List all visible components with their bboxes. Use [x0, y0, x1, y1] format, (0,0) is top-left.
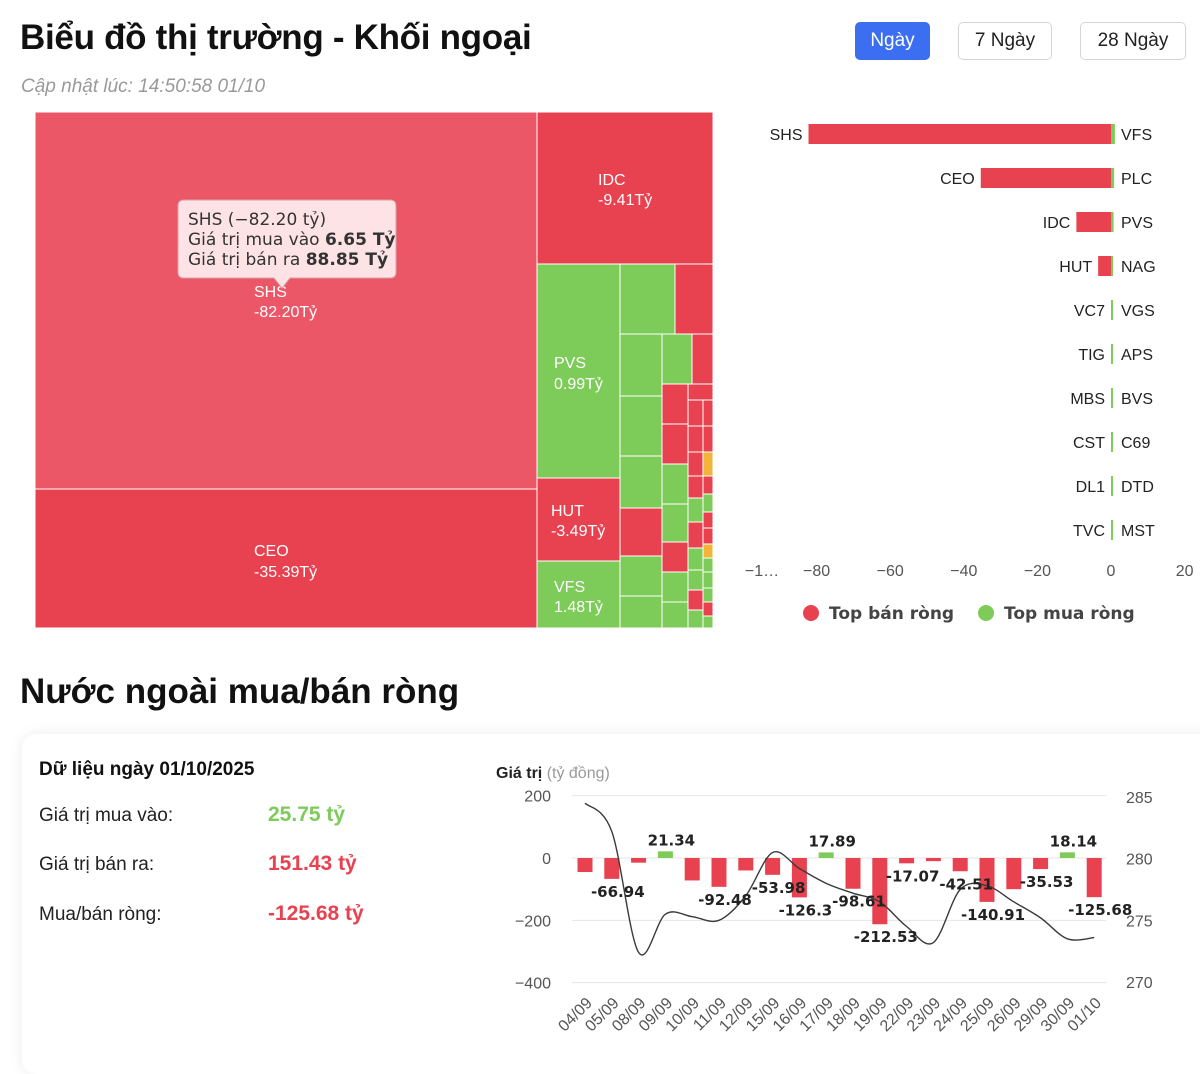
treemap-label-pvs-value: 0.99Tỷ — [554, 376, 603, 393]
top-sell-label: DL1 — [1076, 479, 1105, 496]
net-card-title: Dữ liệu ngày 01/10/2025 — [39, 759, 255, 780]
treemap-tile-small[interactable] — [661, 503, 689, 543]
top-buy-label: DTD — [1121, 479, 1154, 496]
treemap-label-idc-value: -9.41Tỷ — [598, 192, 652, 209]
tooltip-line-3: Giá trị bán ra 88.85 Tỷ — [188, 250, 388, 270]
top-x-tick: −60 — [877, 563, 904, 580]
top-buy-label: VGS — [1121, 303, 1155, 320]
treemap-label-vfs-value: 1.48Tỷ — [554, 599, 603, 616]
top-x-tick: 0 — [1107, 563, 1116, 580]
treemap-tile-small[interactable] — [661, 423, 689, 465]
top-sell-label: VC7 — [1074, 303, 1105, 320]
top-buy-label: BVS — [1121, 391, 1153, 408]
top-buy-bar[interactable] — [1111, 124, 1115, 144]
range-day-button[interactable]: Ngày — [855, 22, 930, 60]
top-x-tick: −1… — [745, 563, 779, 580]
tooltip-line-1: SHS (−82.20 tỷ) — [188, 210, 326, 230]
treemap-chart: SHS -82.20Tỷ CEO -35.39Tỷ IDC -9.41Tỷ PV… — [34, 111, 714, 629]
treemap-label-vfs-ticker: VFS — [554, 579, 585, 596]
tooltip-line-2: Giá trị mua vào 6.65 Tỷ — [188, 230, 396, 250]
treemap-tile-hut[interactable] — [536, 477, 621, 562]
top-buy-bar[interactable] — [1111, 256, 1114, 276]
top-buy-bar[interactable] — [1111, 432, 1113, 452]
stat-buy-label: Giá trị mua vào: — [39, 805, 174, 826]
treemap-label-hut-ticker: HUT — [551, 503, 584, 520]
stat-sell-value: 151.43 tỷ — [268, 852, 357, 875]
top-sell-bar[interactable] — [980, 168, 1111, 188]
top-sell-label: MBS — [1070, 391, 1105, 408]
treemap-label-ceo-value: -35.39Tỷ — [254, 564, 317, 581]
top-net-chart: SHS VFS CEO PLC IDC PVS HUT NAG VC7 VGS TIG APS MBS B… — [745, 124, 1194, 624]
top-chart-legend: Top bán ròng Top mua ròng — [803, 604, 1135, 624]
top-x-tick: −40 — [950, 563, 977, 580]
top-buy-label: C69 — [1121, 435, 1150, 452]
top-sell-label: HUT — [1059, 259, 1092, 276]
top-buy-label: MST — [1121, 523, 1155, 540]
treemap-tile-ceo[interactable] — [34, 488, 538, 629]
treemap-tile-pvs[interactable] — [536, 263, 621, 479]
top-buy-label: NAG — [1121, 259, 1156, 276]
top-buy-bar[interactable] — [1111, 168, 1115, 188]
top-x-tick: −20 — [1024, 563, 1051, 580]
top-sell-label: TIG — [1078, 347, 1105, 364]
top-sell-label: CEO — [940, 171, 975, 188]
treemap-label-shs-value: -82.20Tỷ — [254, 304, 317, 321]
top-buy-bar[interactable] — [1111, 476, 1113, 496]
top-sell-bar[interactable] — [1098, 256, 1111, 276]
top-buy-bar[interactable] — [1111, 344, 1113, 364]
page-title: Biểu đồ thị trường - Khối ngoại — [20, 18, 532, 57]
treemap-tile-idc[interactable] — [536, 111, 714, 265]
updated-timestamp: Cập nhật lúc: 14:50:58 01/10 — [21, 76, 266, 97]
legend-sell-marker[interactable] — [803, 605, 819, 621]
top-sell-bar[interactable] — [808, 124, 1111, 144]
top-buy-label: VFS — [1121, 127, 1152, 144]
top-buy-bar[interactable] — [1111, 300, 1113, 320]
net-section-title: Nước ngoài mua/bán ròng — [20, 672, 460, 711]
treemap-tile-small[interactable] — [674, 263, 714, 335]
legend-buy-label[interactable]: Top mua ròng — [1004, 604, 1135, 624]
treemap-tile-small[interactable] — [619, 595, 663, 629]
treemap-label-hut-value: -3.49Tỷ — [551, 523, 605, 540]
top-sell-bar[interactable] — [1076, 212, 1111, 232]
top-buy-bar[interactable] — [1111, 212, 1114, 232]
treemap-label-ceo-ticker: CEO — [254, 543, 289, 560]
stat-sell-label: Giá trị bán ra: — [39, 854, 155, 875]
treemap-tile-small[interactable] — [619, 395, 663, 457]
treemap-label-idc-ticker: IDC — [598, 172, 626, 189]
stat-buy-value: 25.75 tỷ — [268, 803, 346, 826]
treemap-tile-vfs[interactable] — [536, 560, 621, 629]
treemap-tile-small[interactable] — [619, 507, 663, 557]
treemap-tile-small[interactable] — [619, 263, 676, 335]
net-data-card — [22, 734, 1200, 1074]
treemap-tile-small[interactable] — [702, 615, 714, 629]
treemap-tile-small[interactable] — [661, 463, 689, 505]
top-buy-label: PLC — [1121, 171, 1152, 188]
top-buy-bar[interactable] — [1111, 520, 1113, 540]
treemap-tile-small[interactable] — [661, 541, 689, 573]
treemap-tile-small[interactable] — [661, 383, 689, 425]
treemap-label-pvs-ticker: PVS — [554, 355, 586, 372]
stat-net-value: -125.68 tỷ — [268, 902, 364, 925]
stat-net-label: Mua/bán ròng: — [39, 904, 162, 925]
range-7day-button[interactable]: 7 Ngày — [958, 22, 1052, 60]
top-sell-label: TVC — [1073, 523, 1105, 540]
top-sell-label: CST — [1073, 435, 1105, 452]
top-buy-label: APS — [1121, 347, 1153, 364]
treemap-label-shs-ticker: SHS — [254, 284, 287, 301]
treemap-tile-shs[interactable] — [34, 111, 538, 490]
treemap-tooltip: SHS (−82.20 tỷ) Giá trị mua vào 6.65 Tỷ … — [177, 199, 397, 289]
top-x-tick: 20 — [1176, 563, 1194, 580]
top-buy-label: PVS — [1121, 215, 1153, 232]
treemap-tile-small[interactable] — [661, 333, 693, 385]
top-x-tick: −80 — [803, 563, 830, 580]
treemap-tile-small[interactable] — [619, 455, 663, 509]
top-sell-label: SHS — [770, 127, 803, 144]
legend-buy-marker[interactable] — [978, 605, 994, 621]
legend-sell-label[interactable]: Top bán ròng — [829, 604, 954, 624]
range-28day-button[interactable]: 28 Ngày — [1080, 22, 1186, 60]
top-sell-label: IDC — [1043, 215, 1071, 232]
top-buy-bar[interactable] — [1111, 388, 1113, 408]
